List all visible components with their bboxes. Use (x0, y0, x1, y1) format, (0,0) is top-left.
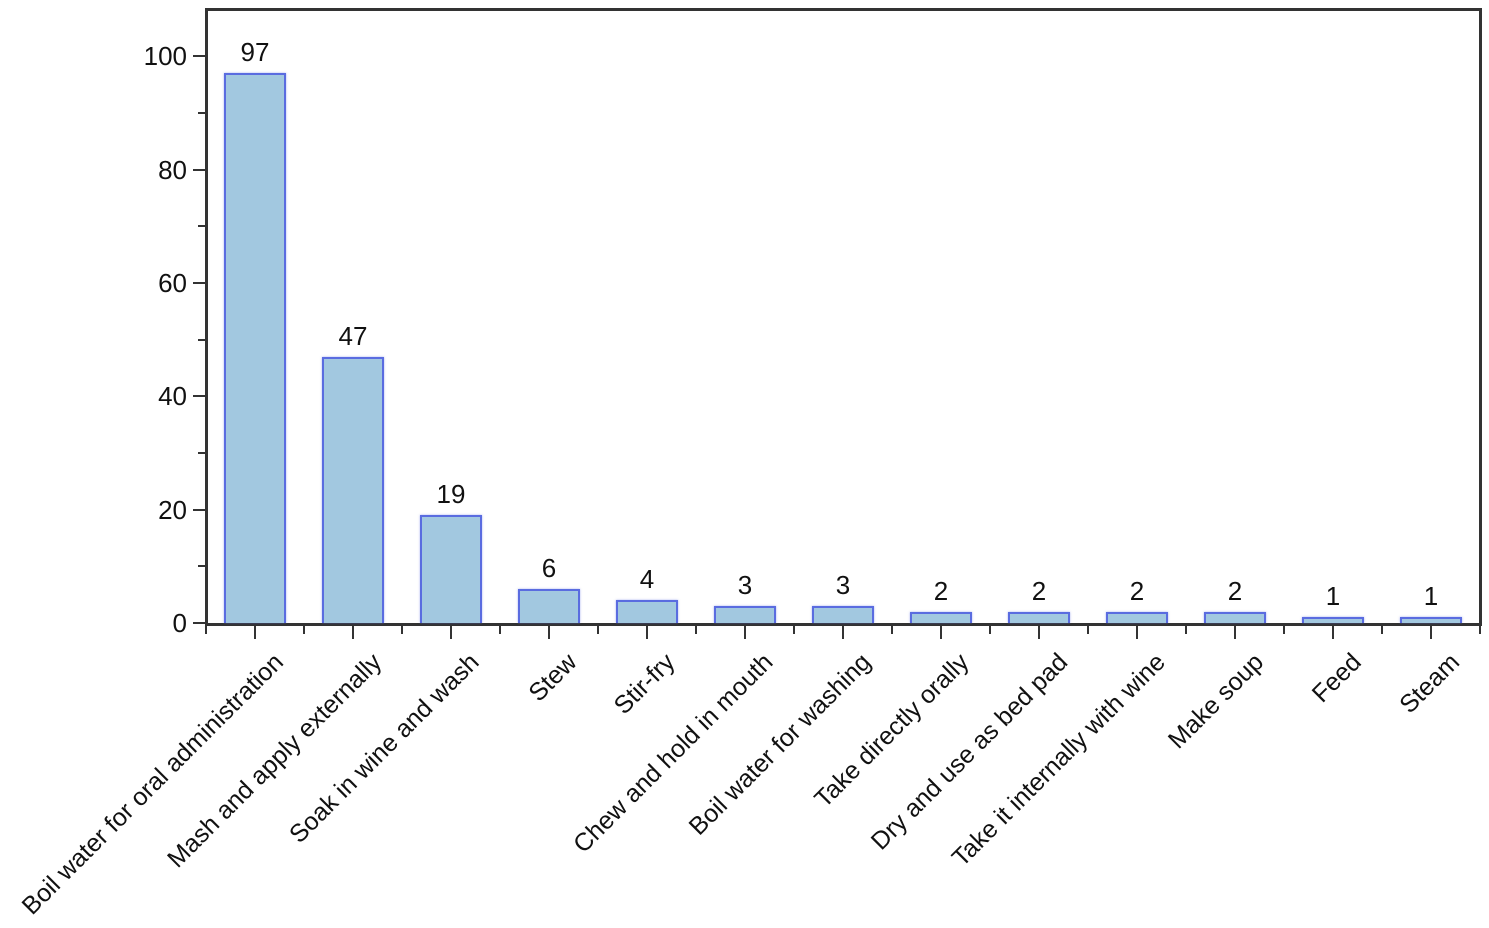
bar (1008, 611, 1070, 623)
y-axis-minor-tick (198, 225, 205, 228)
bar-value-label: 4 (639, 564, 655, 595)
plot-area (205, 8, 1482, 626)
x-axis-category-label: Stir-fry (608, 648, 681, 720)
x-axis-major-tick (1234, 626, 1236, 639)
x-axis-minor-tick (205, 626, 207, 634)
bar (714, 606, 776, 623)
bar-value-label: 1 (1423, 581, 1439, 612)
bar (910, 611, 972, 623)
bar-value-label: 2 (1129, 575, 1145, 606)
x-axis-major-tick (450, 626, 452, 639)
y-axis-minor-tick (198, 565, 205, 568)
y-axis-tick-label: 0 (172, 608, 187, 638)
x-axis-minor-tick (1381, 626, 1383, 634)
x-axis-major-tick (548, 626, 550, 639)
x-axis-category-label: Steam (1393, 648, 1465, 719)
x-axis-major-tick (646, 626, 648, 639)
x-axis-category-label: Stew (523, 648, 583, 708)
y-axis-major-tick (193, 622, 205, 624)
bar (1204, 611, 1266, 623)
x-axis-category-label: Feed (1306, 648, 1367, 709)
x-axis-minor-tick (793, 626, 795, 634)
x-axis-major-tick (940, 626, 942, 639)
y-axis-minor-tick (198, 452, 205, 454)
bar-value-label: 47 (338, 320, 368, 351)
x-axis-minor-tick (1283, 626, 1285, 634)
y-axis-major-tick (193, 395, 205, 398)
y-axis-major-tick (193, 55, 205, 58)
x-axis-major-tick (842, 626, 844, 639)
x-axis-major-tick (1430, 626, 1432, 639)
x-axis-major-tick (352, 626, 354, 639)
x-axis-minor-tick (989, 626, 991, 634)
y-axis-major-tick (193, 508, 205, 511)
bar-value-label: 3 (737, 570, 753, 600)
y-axis-major-tick (193, 282, 205, 284)
x-axis-major-tick (744, 626, 746, 639)
x-axis-major-tick (254, 626, 256, 639)
bar-value-label: 97 (240, 37, 270, 68)
bar (1106, 611, 1168, 623)
x-axis-major-tick (1038, 626, 1040, 639)
y-axis-tick-label: 60 (158, 268, 187, 298)
bar (616, 600, 678, 623)
bar (1400, 617, 1462, 623)
y-axis-major-tick (193, 168, 205, 171)
bar-value-label: 1 (1325, 581, 1341, 612)
bar-value-label: 19 (436, 479, 466, 510)
y-axis-tick-label: 100 (143, 41, 187, 72)
y-axis-minor-tick (198, 112, 205, 114)
bar-value-label: 6 (541, 553, 557, 583)
bar-value-label: 2 (933, 575, 949, 606)
y-axis-tick-label: 20 (158, 494, 187, 525)
x-axis-minor-tick (303, 626, 305, 634)
y-axis-tick-label: 40 (158, 381, 187, 412)
bar-value-label: 2 (1227, 575, 1243, 606)
bar (1302, 617, 1364, 623)
x-axis-minor-tick (1479, 626, 1481, 634)
x-axis-major-tick (1136, 626, 1138, 639)
y-axis-minor-tick (198, 338, 205, 341)
x-axis-minor-tick (891, 626, 893, 634)
bar-value-label: 2 (1031, 575, 1047, 606)
x-axis-minor-tick (1087, 626, 1089, 634)
x-axis-minor-tick (695, 626, 697, 634)
bar (224, 73, 286, 623)
x-axis-category-label: Dry and use as bed pad (865, 648, 1073, 856)
bar (518, 589, 580, 623)
bar (322, 356, 384, 623)
bar (812, 606, 874, 623)
bar (420, 515, 482, 623)
x-axis-minor-tick (1185, 626, 1187, 634)
x-axis-category-label: Chew and hold in mouth (568, 648, 779, 859)
bar-value-label: 3 (835, 570, 851, 600)
x-axis-category-label: Boil water for washing (684, 648, 877, 841)
x-axis-minor-tick (499, 626, 501, 634)
x-axis-minor-tick (597, 626, 599, 634)
x-axis-category-label: Make soup (1162, 648, 1269, 755)
x-axis-minor-tick (401, 626, 403, 634)
y-axis-tick-label: 80 (158, 154, 187, 185)
x-axis-category-label: Soak in wine and wash (284, 648, 485, 849)
x-axis-major-tick (1332, 626, 1334, 639)
